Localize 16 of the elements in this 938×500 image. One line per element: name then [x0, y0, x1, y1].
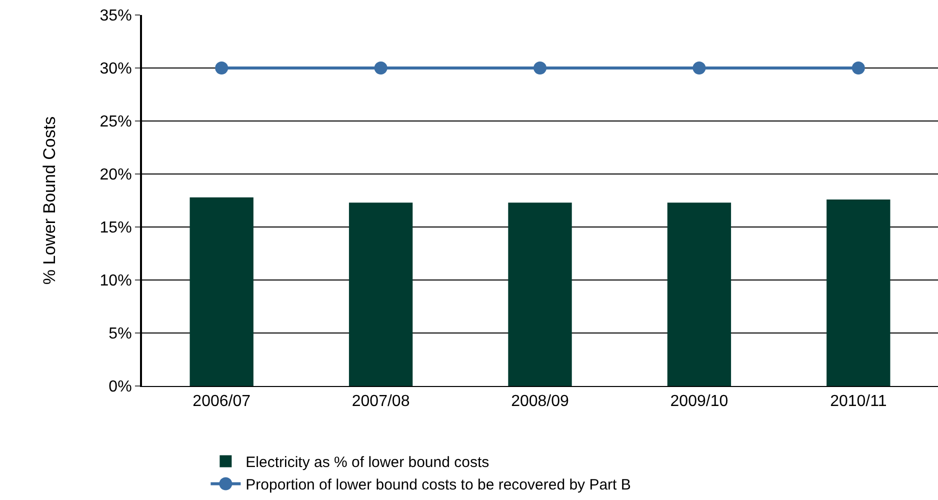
y-tick-label: 0% [108, 378, 132, 396]
x-tick-label: 2006/07 [192, 393, 251, 410]
y-tick-label: 5% [108, 326, 132, 343]
x-tick-label: 2008/09 [511, 393, 570, 410]
x-tick-label: 2007/08 [352, 393, 410, 410]
x-tick-label: 2009/10 [670, 393, 728, 410]
y-tick-label: 30% [100, 60, 132, 78]
y-tick-label: 10% [100, 272, 132, 290]
x-tick-label: 2010/11 [830, 393, 887, 410]
legend-label: Proportion of lower bound costs to be recovered by Part B [246, 476, 631, 494]
y-axis-title: % Lower Bound Costs [40, 116, 59, 285]
y-tick-label: 35% [100, 8, 132, 25]
y-tick-label: 20% [100, 166, 132, 184]
y-tick-label: 15% [100, 220, 132, 237]
legend-label: Electricity as % of lower bound costs [246, 454, 490, 472]
y-tick-label: 25% [100, 114, 132, 131]
